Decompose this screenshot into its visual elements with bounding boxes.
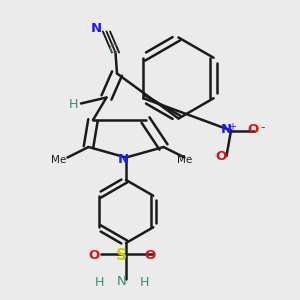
Text: H: H <box>94 275 104 289</box>
Text: Me: Me <box>51 155 66 165</box>
Text: O: O <box>88 249 100 262</box>
Text: -: - <box>260 121 265 134</box>
Text: S: S <box>116 248 127 263</box>
Text: H: H <box>140 275 149 289</box>
Text: Me: Me <box>177 155 192 165</box>
Text: N: N <box>118 153 129 166</box>
Text: O: O <box>144 249 155 262</box>
Text: N: N <box>221 123 232 136</box>
Text: N: N <box>117 274 127 288</box>
Text: C: C <box>108 43 117 56</box>
Text: +: + <box>229 122 236 132</box>
Text: O: O <box>215 150 227 164</box>
Text: N: N <box>91 22 102 35</box>
Text: H: H <box>69 98 78 111</box>
Text: O: O <box>247 123 259 136</box>
